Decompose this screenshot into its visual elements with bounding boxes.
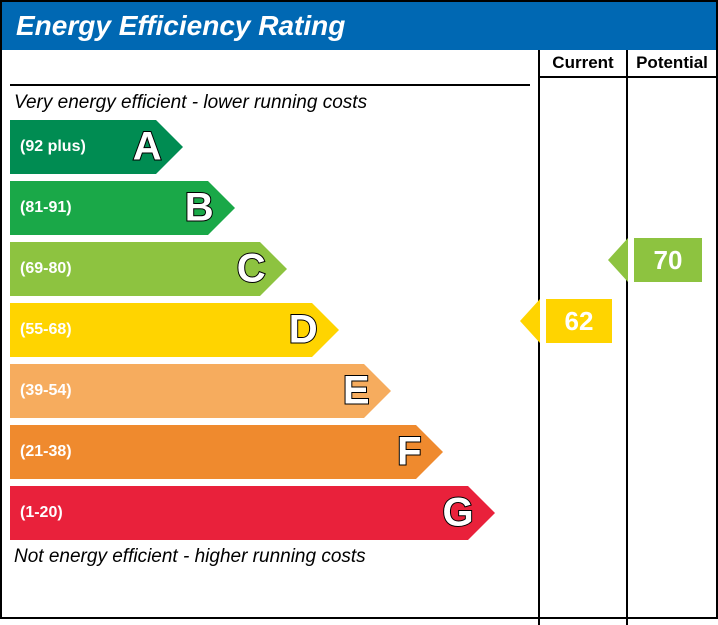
potential-marker-value: 70 [634, 238, 702, 282]
bands-column: Very energy efficient - lower running co… [2, 50, 540, 625]
potential-header: Potential [628, 50, 716, 78]
band-letter: A [133, 125, 162, 170]
band-bar: (69-80)C [10, 242, 260, 296]
band-b: (81-91) B [10, 181, 530, 235]
caption-bottom: Not energy efficient - higher running co… [10, 540, 530, 572]
band-letter: B [185, 186, 214, 231]
band-f: (21-38) F [10, 425, 530, 479]
band-bar: (81-91)B [10, 181, 208, 235]
band-bar: (1-20)G [10, 486, 468, 540]
band-letter: E [343, 369, 370, 414]
band-g: (1-20) G [10, 486, 530, 540]
band-range: (21-38) [20, 443, 72, 461]
band-bar: (39-54)E [10, 364, 364, 418]
current-marker-value: 62 [546, 299, 612, 343]
band-c: (69-80) C [10, 242, 530, 296]
chart-grid: Very energy efficient - lower running co… [2, 50, 716, 625]
band-bar: (21-38)F [10, 425, 416, 479]
potential-column: Potential 70 [628, 50, 716, 625]
epc-chart: Energy Efficiency Rating Very energy eff… [0, 0, 718, 619]
band-range: (1-20) [20, 504, 63, 522]
band-letter: D [289, 308, 318, 353]
potential-marker: 70 [628, 238, 712, 282]
caption-top: Very energy efficient - lower running co… [10, 90, 530, 120]
current-header: Current [540, 50, 626, 78]
current-column: Current 62 [540, 50, 628, 625]
current-marker: 62 [540, 299, 622, 343]
band-range: (39-54) [20, 382, 72, 400]
band-range: (81-91) [20, 199, 72, 217]
chart-title: Energy Efficiency Rating [2, 2, 716, 50]
band-letter: G [442, 491, 473, 536]
band-letter: C [237, 247, 266, 292]
bands-header-spacer [10, 58, 530, 86]
band-d: (55-68) D [10, 303, 530, 357]
band-letter: F [397, 430, 421, 475]
band-bar: (92 plus)A [10, 120, 156, 174]
band-range: (69-80) [20, 260, 72, 278]
bands-body: Very energy efficient - lower running co… [10, 86, 530, 572]
band-range: (92 plus) [20, 138, 86, 156]
band-a: (92 plus) A [10, 120, 530, 174]
band-e: (39-54) E [10, 364, 530, 418]
bands-container: (92 plus) A (81-91) B (69-80) C (55-68) D (39-54… [10, 120, 530, 540]
band-range: (55-68) [20, 321, 72, 339]
band-bar: (55-68)D [10, 303, 312, 357]
